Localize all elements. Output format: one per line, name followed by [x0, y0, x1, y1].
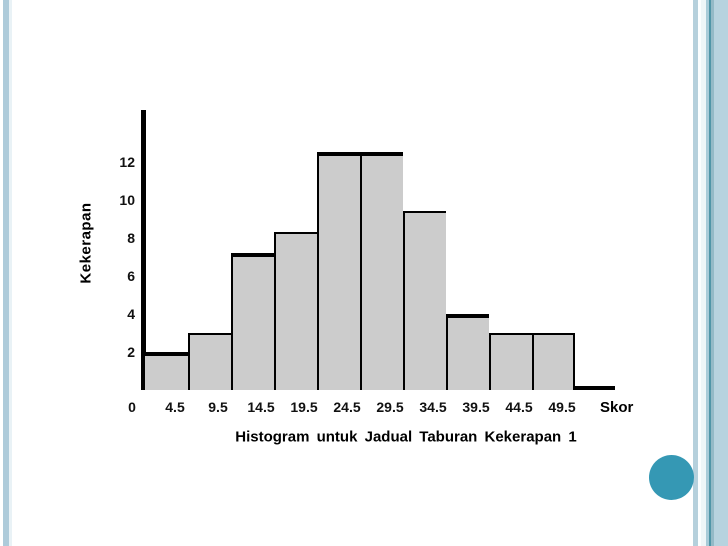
y-tick-label: 2 — [127, 344, 135, 360]
y-tick-label: 4 — [127, 306, 135, 322]
histogram-bar — [489, 333, 532, 390]
x-tick-label: 4.5 — [165, 399, 185, 415]
right-border-stripe-1 — [693, 0, 698, 546]
histogram-bar — [532, 333, 575, 390]
x-tick-label: 44.5 — [505, 399, 533, 415]
histogram-bar — [317, 152, 360, 390]
y-axis-line — [141, 110, 146, 390]
left-border-stripe-faint — [9, 0, 12, 546]
right-border-stripe-3 — [701, 0, 706, 546]
histogram-bar — [360, 152, 403, 390]
x-tick-label: 14.5 — [247, 399, 275, 415]
histogram-bar — [188, 333, 231, 390]
y-tick-label: 8 — [127, 230, 135, 246]
x-tick-label: 39.5 — [462, 399, 490, 415]
histogram-bar — [145, 352, 188, 390]
x-axis-title: Skor — [600, 399, 634, 416]
x-tick-label: 24.5 — [333, 399, 361, 415]
right-border-stripe-5 — [709, 0, 711, 546]
x-tick-label: 29.5 — [376, 399, 404, 415]
x-tick-label: 49.5 — [548, 399, 576, 415]
right-border-stripe-6 — [711, 0, 714, 546]
x-tick-label: 19.5 — [290, 399, 318, 415]
left-border-stripe — [3, 0, 9, 546]
x-tick-label: 34.5 — [419, 399, 447, 415]
x-tick-label: 0 — [128, 399, 136, 415]
histogram-bar — [403, 211, 446, 390]
chart-title: Histogram untuk Jadual Taburan Kekerapan… — [235, 428, 577, 446]
histogram-bar — [446, 314, 489, 390]
y-axis-title: Kekerapan — [77, 202, 95, 284]
histogram-bar — [274, 232, 317, 390]
accent-circle — [649, 455, 694, 500]
y-tick-label: 12 — [119, 154, 135, 170]
right-border-stripe-7 — [714, 0, 728, 546]
right-border-stripe-4 — [706, 0, 709, 546]
y-tick-label: 6 — [127, 268, 135, 284]
histogram-bar — [231, 253, 274, 390]
y-tick-label: 10 — [119, 192, 135, 208]
x-tick-label: 9.5 — [208, 399, 228, 415]
right-border-stripe-2 — [698, 0, 701, 546]
